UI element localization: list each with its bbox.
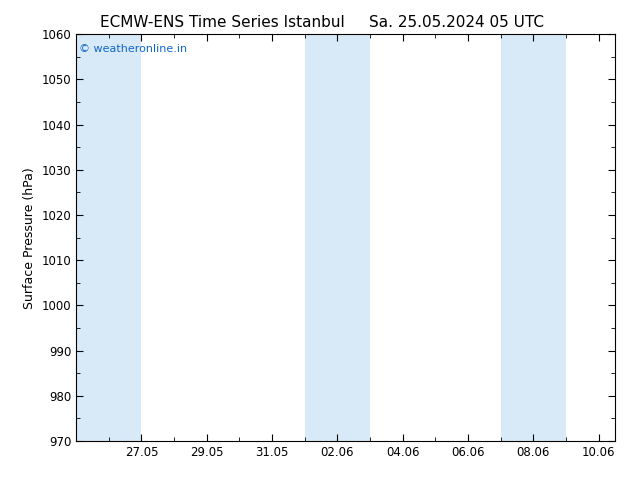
- Text: Sa. 25.05.2024 05 UTC: Sa. 25.05.2024 05 UTC: [369, 15, 544, 30]
- Bar: [305, 34, 370, 441]
- Text: © weatheronline.in: © weatheronline.in: [79, 45, 187, 54]
- Bar: [501, 34, 566, 441]
- Y-axis label: Surface Pressure (hPa): Surface Pressure (hPa): [23, 167, 36, 309]
- Text: ECMW-ENS Time Series Istanbul: ECMW-ENS Time Series Istanbul: [100, 15, 344, 30]
- Bar: [76, 34, 141, 441]
